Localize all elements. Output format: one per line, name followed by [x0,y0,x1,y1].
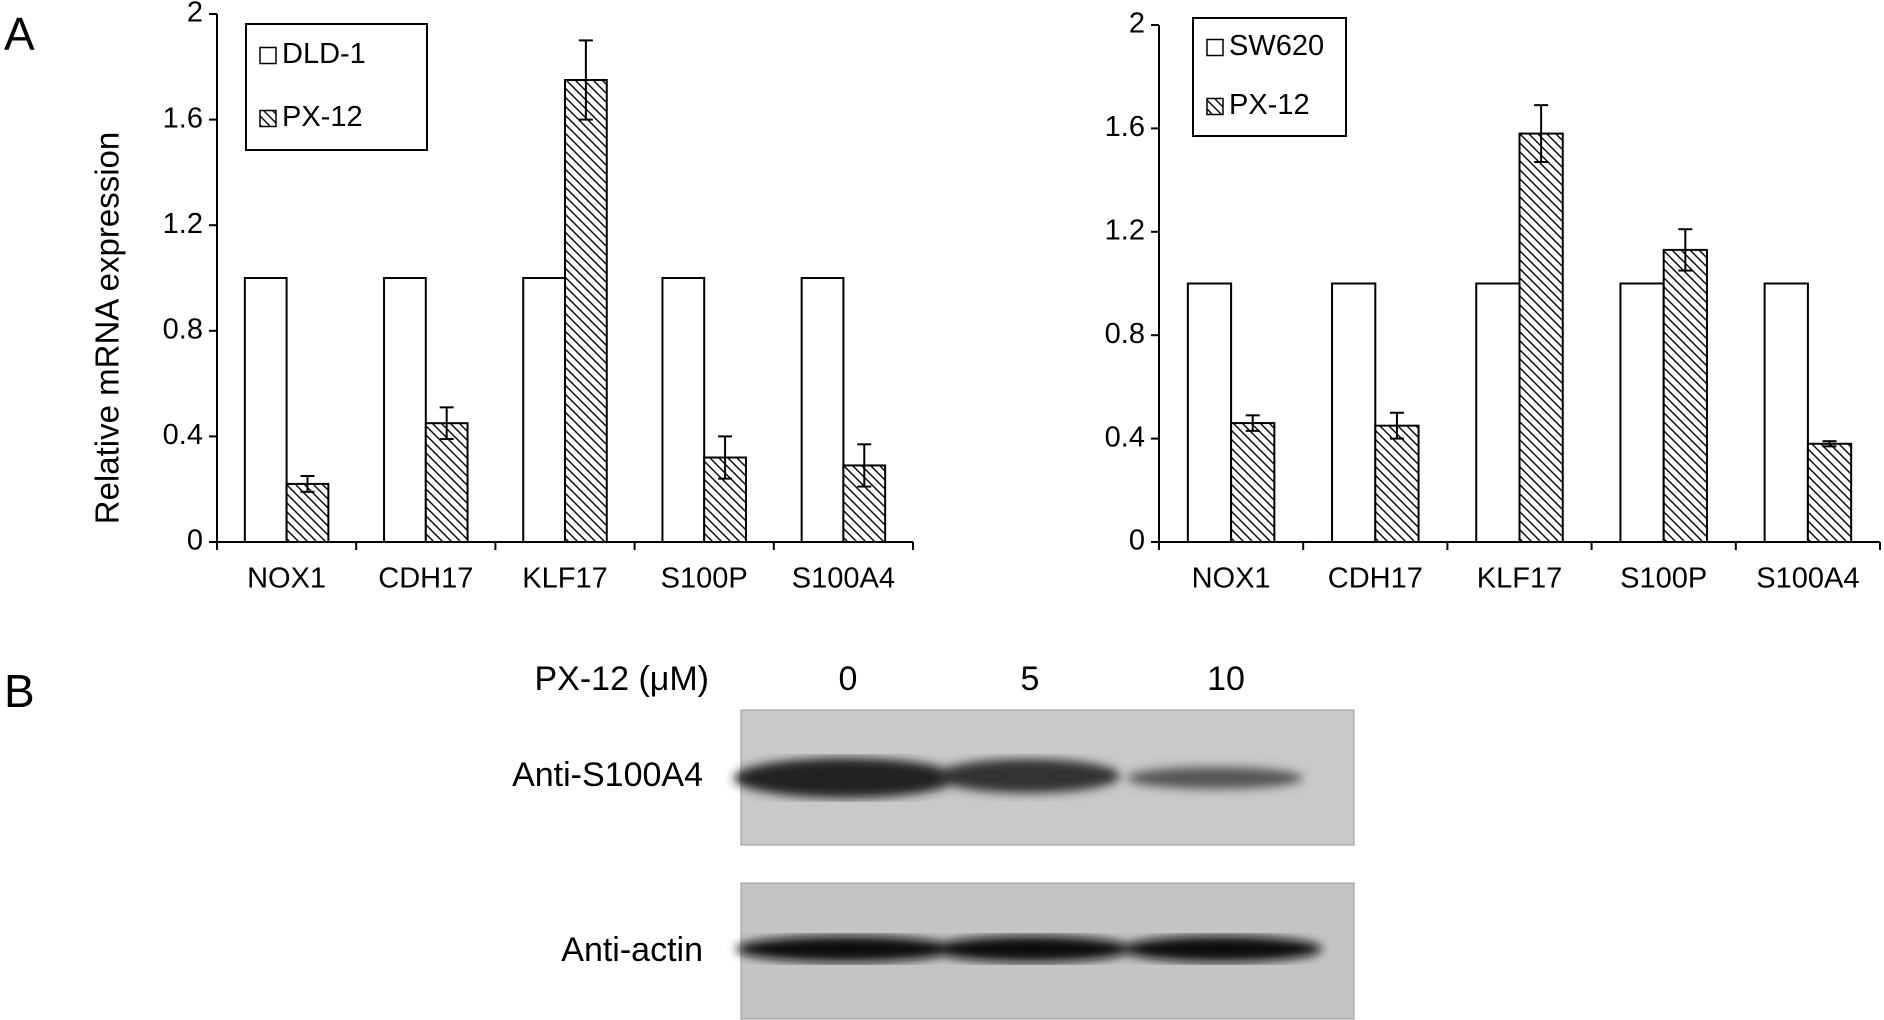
y-tick-label: 0.4 [163,419,203,451]
bar [1374,424,1420,543]
bar [1662,248,1708,544]
bar [1806,442,1853,543]
bar [383,277,427,543]
error-bar [718,435,733,480]
error-bar [1534,104,1549,164]
panel-label: B [4,665,35,717]
legend-swatch [1206,38,1224,57]
y-tick-label: 0 [1129,525,1145,557]
bar [522,277,566,543]
y-tick-label: 1.2 [163,208,203,240]
legend-label: PX-12 [282,101,363,133]
bar [800,277,845,543]
legend-label: SW620 [1229,30,1324,62]
panel-label: A [4,8,35,60]
y-axis-label: Relative mRNA expression [89,132,126,525]
y-tick-label: 0.4 [1105,421,1145,453]
legend-box [1192,17,1347,137]
y-tick-label: 1.2 [1105,214,1145,246]
legend-swatch [259,109,277,128]
error-bar [578,39,593,121]
error-bar [300,475,315,493]
legend-swatch [259,46,277,65]
dose-label: 0 [839,660,858,698]
bar [1475,282,1521,543]
bar [564,79,608,543]
blot-bands [734,758,1303,798]
bar [243,277,288,543]
bar [661,277,706,543]
x-tick-label: S100A4 [1756,563,1859,595]
y-tick-label: 2 [1129,8,1145,40]
bar [1619,282,1665,543]
error-bar [1245,414,1260,432]
x-tick-label: CDH17 [378,563,473,595]
x-tick-label: KLF17 [522,563,607,595]
bar [424,422,469,544]
x-tick-label: S100P [661,563,748,595]
bar [1186,282,1233,543]
error-bar [1678,228,1693,272]
bar [1230,422,1276,543]
legend-label: DLD-1 [282,38,366,70]
bar [285,482,330,544]
y-tick-label: 0.8 [1105,318,1145,350]
x-tick-label: S100A4 [792,563,895,595]
error-bar [1822,440,1837,448]
y-tick-label: 0 [187,525,203,557]
error-bar [857,443,872,488]
legend-swatch [1206,97,1224,116]
y-tick-label: 1.6 [1105,111,1145,143]
dose-label: 5 [1021,660,1040,698]
x-tick-label: S100P [1620,563,1707,595]
blot-bands [736,936,1322,962]
dose-label: 10 [1207,660,1245,698]
bar [1763,282,1809,543]
y-tick-label: 1.6 [163,102,203,134]
y-tick-label: 2 [187,0,203,29]
bar [1518,132,1564,543]
bar [1331,282,1377,543]
x-tick-label: KLF17 [1477,563,1562,595]
x-tick-label: CDH17 [1328,563,1423,595]
error-bar [1389,411,1404,440]
x-tick-label: NOX1 [247,563,326,595]
treatment-label: PX-12 (μM) [535,660,710,698]
error-bar [439,406,454,441]
x-tick-label: NOX1 [1192,563,1271,595]
legend-box [245,23,428,151]
legend-label: PX-12 [1229,89,1310,121]
blot-row-label: Anti-S100A4 [512,756,703,794]
blot-row-label: Anti-actin [561,931,703,969]
y-tick-label: 0.8 [163,313,203,345]
